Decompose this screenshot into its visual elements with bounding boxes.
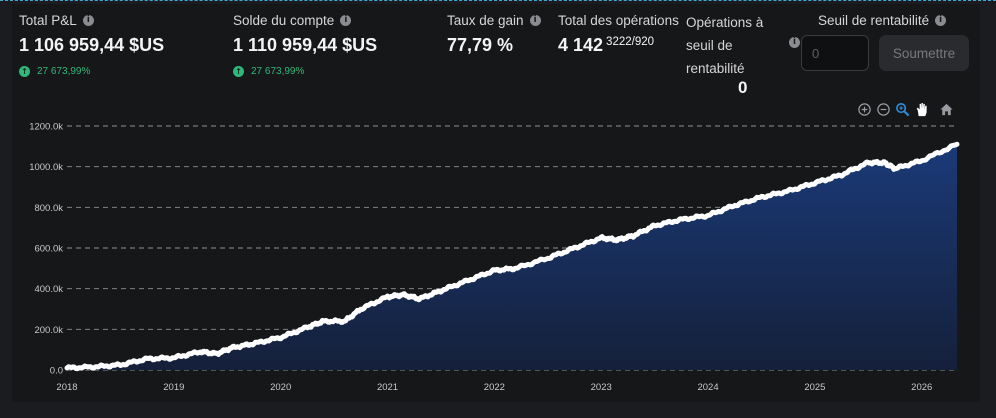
chart-toolbar (857, 102, 954, 117)
account-balance-label: Solde du compte (233, 13, 335, 28)
submit-button[interactable]: Soumettre (879, 35, 969, 71)
info-icon[interactable]: i (82, 15, 94, 26)
info-icon[interactable]: i (935, 15, 947, 26)
x-tick-label: 2019 (163, 382, 184, 393)
account-balance-stat: Solde du compte i 1 110 959,44 $US ↑ 27 … (233, 13, 377, 77)
total-pnl-stat: Total P&L i 1 106 959,44 $US ↑ 27 673,99… (19, 13, 164, 77)
info-icon[interactable]: i (340, 15, 352, 26)
x-tick-label: 2018 (56, 382, 77, 393)
total-pnl-change-value: 27 673,99% (37, 66, 91, 77)
y-tick-label: 600.0k (34, 244, 63, 255)
y-tick-label: 400.0k (34, 284, 63, 295)
zoom-out-icon[interactable] (876, 102, 891, 117)
account-balance-value: 1 110 959,44 $US (233, 35, 378, 55)
win-rate-label: Taux de gain (447, 13, 524, 28)
pan-hand-icon[interactable] (914, 102, 929, 117)
arrow-up-circle-icon: ↑ (233, 66, 244, 77)
total-trades-stat: Total des opérations 4 142 3222/920 (558, 13, 679, 56)
total-pnl-change: ↑ 27 673,99% (19, 66, 164, 77)
breakeven-trades-value: 0 (738, 78, 748, 97)
total-pnl-value: 1 106 959,44 $US (19, 35, 165, 55)
home-icon[interactable] (939, 102, 954, 117)
x-tick-label: 2022 (484, 382, 505, 393)
arrow-up-circle-icon: ↑ (19, 66, 30, 77)
total-trades-value: 4 142 (558, 35, 604, 55)
breakeven-trades-label: Opérations à seuil de rentabilité (686, 15, 764, 76)
account-balance-change-value: 27 673,99% (251, 66, 305, 77)
pnl-area-fill (67, 144, 957, 370)
magnify-icon[interactable] (895, 102, 910, 117)
threshold-label-row: Seuil de rentabilité i (818, 13, 947, 28)
threshold-input[interactable] (801, 35, 869, 71)
account-balance-change: ↑ 27 673,99% (233, 66, 377, 77)
y-tick-label: 800.0k (34, 203, 63, 214)
y-tick-label: 1000.0k (29, 162, 63, 173)
x-tick-label: 2020 (270, 382, 291, 393)
y-tick-label: 200.0k (34, 325, 63, 336)
y-tick-label: 0.0 (50, 366, 63, 377)
x-tick-label: 2023 (591, 382, 612, 393)
x-tick-label: 2025 (804, 382, 825, 393)
top-border (0, 0, 996, 1)
threshold-label: Seuil de rentabilité (818, 13, 930, 28)
x-tick-label: 2024 (697, 382, 718, 393)
win-rate-value: 77,79 % (447, 35, 514, 55)
zoom-in-icon[interactable] (857, 102, 872, 117)
y-tick-label: 1200.0k (29, 122, 63, 133)
total-trades-label: Total des opérations (558, 13, 679, 28)
x-tick-label: 2021 (377, 382, 398, 393)
total-pnl-label: Total P&L (19, 13, 77, 28)
info-icon[interactable]: i (529, 15, 541, 26)
total-trades-breakdown: 3222/920 (606, 36, 655, 48)
info-icon[interactable]: i (789, 37, 800, 48)
pnl-line (64, 141, 960, 372)
x-tick-label: 2026 (911, 382, 932, 393)
win-rate-stat: Taux de gain i 77,79 % (447, 13, 541, 56)
